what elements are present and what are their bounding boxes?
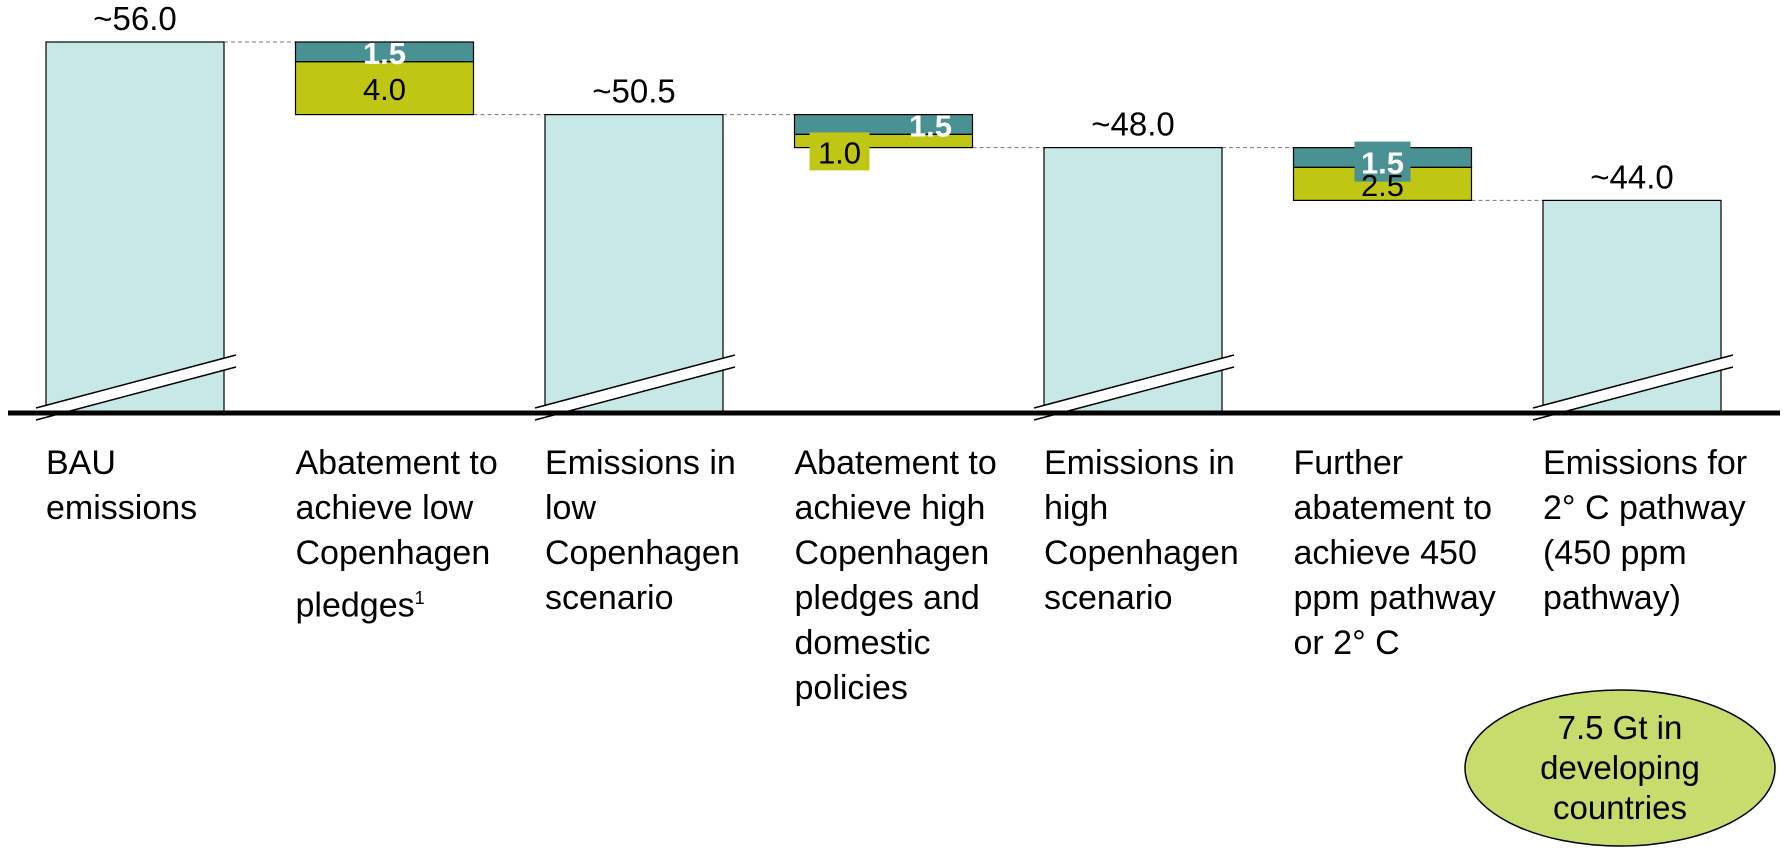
category-label: Further abatement to achieve 450 ppm pat… xyxy=(1293,444,1496,662)
category-label: Emissions in low Copenhagen scenario xyxy=(545,444,740,617)
axis-break-gap xyxy=(535,355,735,420)
axis-break-line xyxy=(1033,354,1235,409)
bars-layer xyxy=(35,41,1734,421)
category-label: Abatement to achieve high Copenhagen ple… xyxy=(794,444,997,707)
abatement-label-teal: 1.5 xyxy=(1361,146,1404,181)
callout-ellipse xyxy=(1464,689,1776,847)
callout-bubble xyxy=(1464,689,1776,847)
abatement-label-bg xyxy=(809,132,870,171)
axis-break-line xyxy=(35,354,237,409)
callout-text: 7.5 Gt in developing countries xyxy=(1540,709,1700,826)
axis-break-line xyxy=(1532,354,1734,409)
category-label: BAU emissions xyxy=(46,444,198,527)
total-bar xyxy=(45,41,225,414)
footnote-marker: 1 xyxy=(414,588,425,608)
axis-break-gap xyxy=(36,355,236,420)
category-label: Emissions for 2° C pathway (450 ppm path… xyxy=(1543,444,1748,617)
axis-break-gap xyxy=(1034,355,1234,420)
abatement-label-teal: 1.5 xyxy=(363,36,406,71)
abatement-segment-olive xyxy=(294,61,475,116)
category-label: Abatement to achieve low Copenhagen pled… xyxy=(295,444,498,625)
total-bar xyxy=(544,113,724,414)
total-value-label: ~44.0 xyxy=(1590,158,1674,195)
abatement-label-bg xyxy=(1354,141,1411,182)
value-labels-layer: ~56.0~50.5~48.0~44.01.54.01.51.0 1.52.5 xyxy=(93,0,1674,203)
axis-break-line xyxy=(534,354,736,409)
abatement-label-olive: 4.0 xyxy=(363,72,406,107)
total-value-label: ~48.0 xyxy=(1091,106,1175,143)
category-label: Emissions in high Copenhagen scenario xyxy=(1044,444,1239,617)
total-value-label: ~50.5 xyxy=(592,73,676,110)
abatement-label-teal: 1.5 xyxy=(909,109,952,144)
abatement-label-olive: 2.5 xyxy=(1361,168,1404,203)
abatement-label-olive: 1.0 xyxy=(818,135,861,170)
total-value-label: ~56.0 xyxy=(93,0,177,37)
axis-break-gap xyxy=(1533,355,1733,420)
